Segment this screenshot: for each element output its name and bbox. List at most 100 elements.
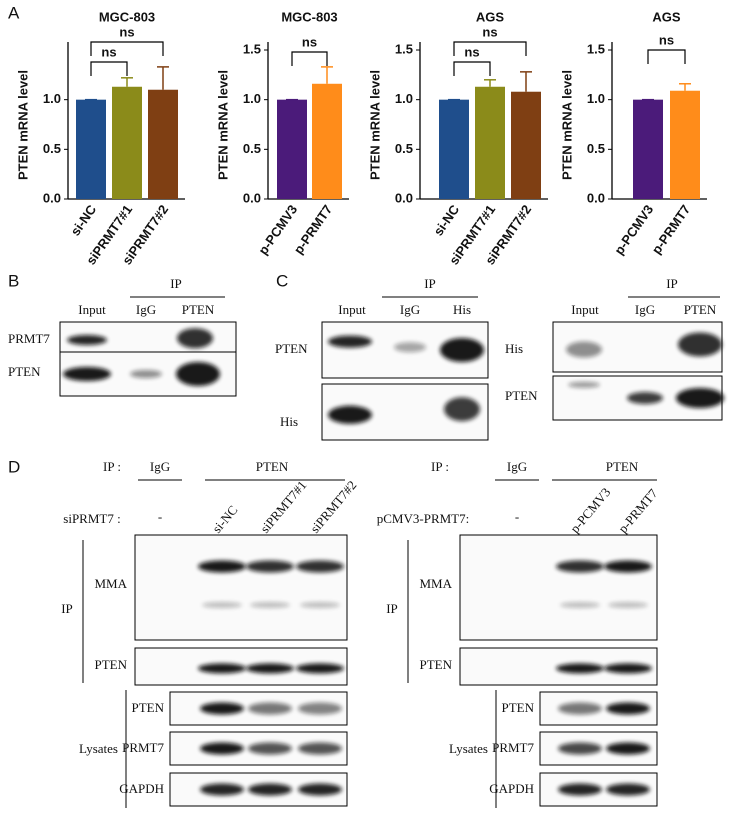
blot-label: IP [61, 601, 73, 616]
blot-label: PTEN [132, 700, 165, 715]
blot-label: PRMT7 [8, 331, 50, 346]
y-tick-label: 0.5 [587, 141, 605, 156]
significance-label: ns [101, 44, 116, 59]
error-bar [484, 79, 496, 87]
blot-label: IP [666, 276, 678, 291]
blot-band [566, 341, 602, 358]
blot-label: PTEN [505, 388, 538, 403]
chart-title: AGS [652, 9, 681, 24]
y-tick-label: 1.5 [587, 41, 605, 56]
blot-band [678, 332, 722, 357]
y-axis-label: PTEN mRNA level [559, 70, 574, 180]
y-axis-label: PTEN mRNA level [367, 70, 382, 180]
blot-band [568, 381, 600, 388]
blot-label: PTEN [684, 302, 717, 317]
blot-label: Input [571, 302, 599, 317]
blot-band [328, 405, 372, 424]
blot-label: p-PRMT7 [615, 485, 661, 535]
blot-label: IP [170, 276, 182, 291]
y-tick-label: 1.5 [395, 41, 413, 56]
blot-band [298, 702, 342, 715]
blot-label: MMA [419, 576, 452, 591]
blot-label: Lysates [79, 741, 118, 756]
bar [148, 89, 178, 199]
blot-label: PTEN [502, 700, 535, 715]
y-tick-label: 0.5 [395, 141, 413, 156]
blot-band [627, 392, 663, 404]
panel-label: B [8, 271, 19, 290]
blot-band [248, 702, 292, 715]
error-bar [520, 71, 532, 92]
chart-title: MGC-803 [99, 9, 155, 24]
y-tick-label: 1.0 [395, 91, 413, 106]
blot-label: MMA [94, 576, 127, 591]
blot-band [604, 560, 652, 573]
bar [475, 86, 505, 199]
blot-band [676, 388, 724, 408]
blot-band [248, 783, 292, 796]
blot-band [556, 560, 604, 573]
blot-label: PRMT7 [122, 740, 164, 755]
blot-band [560, 602, 600, 608]
blot-band [177, 328, 213, 349]
blot-band [300, 602, 340, 608]
blot-label: PTEN [256, 459, 289, 474]
blot-band [558, 702, 602, 715]
y-tick-label: 1.0 [587, 91, 605, 106]
significance-bracket [453, 41, 527, 56]
significance-bracket [291, 51, 328, 66]
blot-band [200, 783, 244, 796]
y-tick-label: 1.0 [243, 91, 261, 106]
bar [439, 99, 469, 199]
blot-label: PTEN [182, 302, 215, 317]
blot-label: IgG [507, 459, 527, 474]
blot-frame [459, 534, 658, 641]
blot-label: IP : [103, 459, 121, 474]
significance-bracket [453, 61, 491, 76]
y-tick-label: 0.0 [587, 190, 605, 205]
significance-label: ns [119, 24, 134, 39]
error-bar [121, 77, 133, 87]
significance-label: ns [659, 32, 674, 47]
blot-band [198, 560, 246, 573]
blot-label: His [453, 302, 471, 317]
blot-band [328, 335, 372, 348]
blot-label: His [505, 341, 523, 356]
blot-label: IgG [136, 302, 156, 317]
blot-label: GAPDH [489, 781, 534, 796]
bar [277, 99, 307, 199]
y-tick-label: 0.0 [395, 190, 413, 205]
blot-band [604, 663, 652, 674]
significance-label: ns [482, 24, 497, 39]
blot-band [296, 663, 344, 674]
y-tick-label: 0.0 [43, 190, 61, 205]
y-tick-label: 0.5 [43, 141, 61, 156]
blot-band [67, 335, 107, 345]
blot-band [176, 362, 220, 386]
bar [76, 99, 106, 199]
blot-label: p-PCMV3 [567, 485, 613, 536]
blot-label: PTEN [420, 657, 453, 672]
significance-bracket [647, 49, 686, 64]
blot-label: IgG [635, 302, 655, 317]
blot-band [246, 560, 294, 573]
blot-label: IP [386, 601, 398, 616]
blot-label: PRMT7 [492, 740, 534, 755]
chart-title: MGC-803 [281, 9, 337, 24]
significance-label: ns [302, 34, 317, 49]
blot-label: pCMV3-PRMT7: [377, 511, 469, 526]
bar [511, 91, 541, 199]
blot-label: siPRMT7 : [63, 511, 120, 526]
blot-band [200, 742, 244, 755]
blot-band [63, 367, 111, 381]
y-tick-label: 0.5 [243, 141, 261, 156]
x-tick-label: si-NC [68, 202, 100, 239]
blot-band [296, 560, 344, 573]
blot-band [130, 370, 162, 378]
bar [312, 83, 342, 199]
blot-label: PTEN [275, 341, 308, 356]
error-bar [321, 66, 333, 84]
blot-band [444, 397, 480, 422]
blot-band [606, 702, 650, 715]
blot-label: siPRMT7#1 [257, 478, 309, 536]
